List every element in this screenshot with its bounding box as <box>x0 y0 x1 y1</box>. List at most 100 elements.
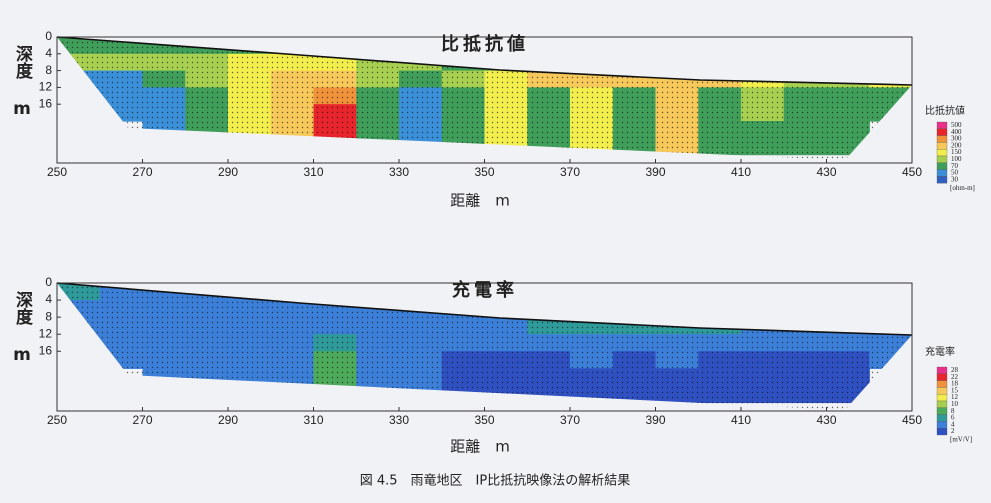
colorbar-swatch <box>936 366 948 374</box>
cell <box>527 300 571 318</box>
colorbar-swatch <box>936 387 948 395</box>
cell <box>356 385 400 404</box>
cell <box>57 334 101 352</box>
colorbar-swatch <box>936 142 948 150</box>
cell <box>869 37 912 55</box>
colorbar-label: 500 <box>951 121 962 129</box>
cell <box>527 53 571 72</box>
colorbar-label: 4 <box>951 420 955 428</box>
x-tick-label: 370 <box>560 413 580 427</box>
y-tick-label: 0 <box>45 29 52 43</box>
chart-title: 比抵抗値 <box>441 33 529 55</box>
cell <box>783 37 828 55</box>
x-tick-label: 410 <box>731 413 751 427</box>
x-axis-label: 距離 m <box>450 438 510 456</box>
x-tick-label: 310 <box>303 165 323 179</box>
y-tick-label: 8 <box>45 309 52 323</box>
x-tick-label: 290 <box>218 413 238 427</box>
cell <box>826 37 870 55</box>
cell <box>570 53 614 72</box>
colorbar-label: 6 <box>951 414 955 422</box>
colorbar-swatch <box>936 162 948 170</box>
colorbar-label: 50 <box>951 169 959 177</box>
colorbar-swatch <box>936 407 948 415</box>
cell <box>313 37 357 55</box>
x-tick-label: 330 <box>389 165 409 179</box>
colorbar-label: 400 <box>951 128 962 136</box>
cell <box>399 283 443 301</box>
y-tick-label: 16 <box>39 343 53 357</box>
cell <box>741 283 785 301</box>
chart-title: 充電率 <box>452 279 518 301</box>
colorbar-label: 15 <box>951 386 959 394</box>
cell <box>826 53 870 72</box>
cell <box>826 300 870 318</box>
cell <box>57 87 101 105</box>
y-tick-label: 4 <box>45 46 52 60</box>
x-axis-label: 距離 m <box>450 192 510 210</box>
cell <box>698 53 742 72</box>
cell <box>399 37 443 55</box>
x-tick-label: 390 <box>645 165 665 179</box>
x-tick-label: 270 <box>132 413 152 427</box>
colorbar-label: 30 <box>951 175 959 183</box>
colorbar-label: 150 <box>951 148 962 156</box>
x-tick-label: 430 <box>816 165 836 179</box>
cell <box>741 37 785 55</box>
colorbar-label: 8 <box>951 407 955 415</box>
cell <box>655 37 699 55</box>
cell <box>270 37 315 55</box>
cell <box>356 37 400 55</box>
x-tick-label: 450 <box>902 413 922 427</box>
cell <box>356 137 400 156</box>
cell <box>783 300 828 318</box>
y-tick-label: 16 <box>39 96 53 110</box>
section <box>57 37 912 160</box>
x-tick-label: 250 <box>47 413 67 427</box>
cell <box>783 283 828 301</box>
colorbar-label: 22 <box>951 373 959 381</box>
surface-line <box>56 36 913 86</box>
x-tick-label: 350 <box>474 413 494 427</box>
cell <box>270 283 315 301</box>
x-tick-label: 450 <box>902 165 922 179</box>
colorbar-label: 100 <box>951 155 962 163</box>
section <box>57 283 912 410</box>
colorbar-swatch <box>936 373 948 381</box>
colorbar-swatch <box>936 176 948 184</box>
colorbar-title: 比抵抗値 <box>925 104 965 117</box>
colorbar-swatch <box>936 149 948 157</box>
x-tick-label: 310 <box>303 413 323 427</box>
colorbar-label: 12 <box>951 393 959 401</box>
caption: 図 4.5 雨竜地区 IP比抵抗映像法の解析結果 <box>360 474 630 489</box>
colorbar-swatch <box>936 128 948 136</box>
x-tick-label: 350 <box>474 165 494 179</box>
colorbar-swatch <box>936 394 948 402</box>
cell <box>698 283 742 301</box>
cell <box>570 37 614 55</box>
colorbar-label: 70 <box>951 162 959 170</box>
cell <box>826 283 870 301</box>
y-tick-label: 12 <box>39 326 53 340</box>
cell <box>612 300 657 318</box>
y-axis-label: 深度 m <box>12 44 33 119</box>
colorbar-swatch <box>936 421 948 429</box>
cell <box>698 300 742 318</box>
surface-line <box>56 282 913 336</box>
cell <box>356 283 400 301</box>
x-tick-label: 250 <box>47 165 67 179</box>
cell <box>698 37 742 55</box>
stipple <box>57 37 912 160</box>
cell <box>313 283 357 301</box>
cell <box>612 283 657 301</box>
cell <box>741 300 785 318</box>
cell <box>612 37 657 55</box>
colorbar-swatch <box>936 135 948 143</box>
x-tick-label: 390 <box>645 413 665 427</box>
colorbar-swatch <box>936 400 948 408</box>
colorbar-unit: [mV/V] <box>950 436 972 444</box>
y-tick-label: 4 <box>45 292 52 306</box>
cell <box>570 283 614 301</box>
cell <box>655 53 699 72</box>
